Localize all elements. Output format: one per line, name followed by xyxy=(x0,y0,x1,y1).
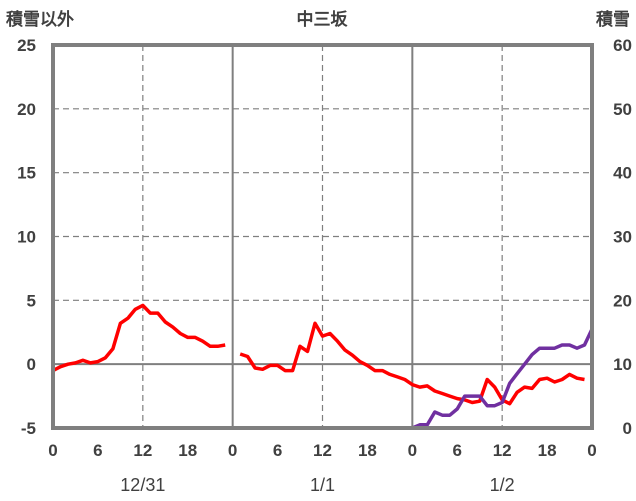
x-tick-label: 6 xyxy=(93,441,102,460)
right-axis-label: 積雪 xyxy=(596,9,630,30)
y-left-tick-label: 5 xyxy=(27,291,36,310)
date-label: 12/31 xyxy=(120,475,165,495)
date-label: 1/1 xyxy=(310,475,335,495)
x-tick-label: 18 xyxy=(178,441,197,460)
x-tick-label: 18 xyxy=(358,441,377,460)
x-tick-label: 0 xyxy=(228,441,237,460)
red-series-line xyxy=(52,303,226,373)
x-tick-label: 12 xyxy=(133,441,152,460)
x-tick-label: 12 xyxy=(493,441,512,460)
plot-frame xyxy=(51,43,594,430)
y-left-tick-label: 10 xyxy=(17,228,36,247)
date-label: 1/2 xyxy=(490,475,515,495)
x-tick-label: 0 xyxy=(587,441,596,460)
x-tick-label: 12 xyxy=(313,441,332,460)
y-right-tick-label: 40 xyxy=(613,164,632,183)
red-series-line xyxy=(239,321,585,406)
y-left-tick-label: 0 xyxy=(27,355,36,374)
y-right-tick-label: 20 xyxy=(613,291,632,310)
y-right-tick-label: 0 xyxy=(623,419,632,438)
data-series xyxy=(52,303,594,430)
y-right-tick-label: 10 xyxy=(613,355,632,374)
y-left-tick-label: 25 xyxy=(17,36,36,55)
x-tick-label: 18 xyxy=(538,441,557,460)
y-right-tick-label: 50 xyxy=(613,100,632,119)
chart-title: 中三坂 xyxy=(297,9,349,30)
plot-border xyxy=(51,43,594,430)
y-left-tick-label: 15 xyxy=(17,164,36,183)
y-left-tick-label: 20 xyxy=(17,100,36,119)
x-tick-label: 6 xyxy=(453,441,462,460)
y-left-tick-label: -5 xyxy=(21,419,36,438)
x-tick-label: 0 xyxy=(48,441,57,460)
x-tick-label: 0 xyxy=(408,441,417,460)
y-right-tick-label: 60 xyxy=(613,36,632,55)
x-tick-label: 6 xyxy=(273,441,282,460)
y-right-tick-label: 30 xyxy=(613,228,632,247)
purple-series-line xyxy=(232,328,594,430)
left-axis-label: 積雪以外 xyxy=(6,9,74,30)
grid-lines xyxy=(53,45,592,428)
